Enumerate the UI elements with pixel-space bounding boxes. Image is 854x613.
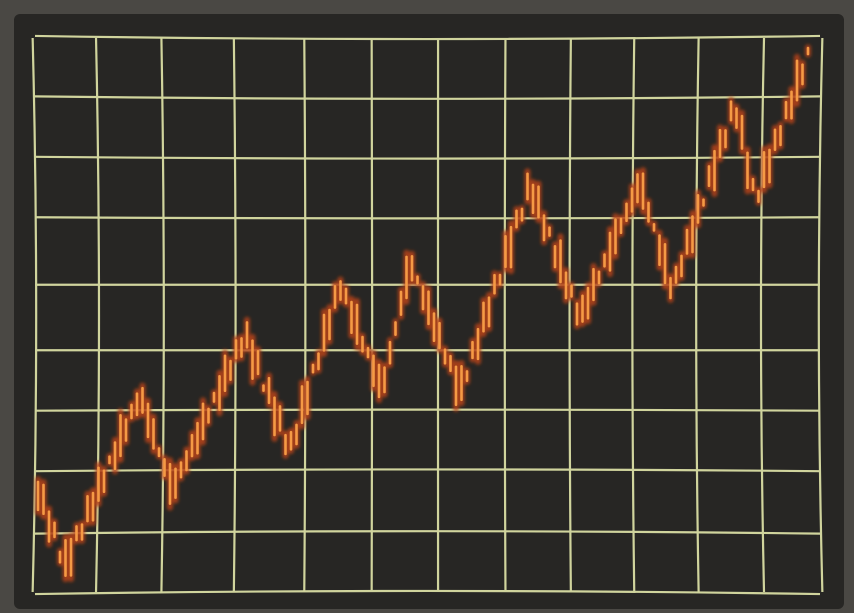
graticule — [31, 34, 824, 596]
grid-column — [31, 37, 38, 593]
grid-row — [34, 216, 821, 220]
grid-column — [759, 37, 766, 593]
waveform-core — [36, 46, 810, 577]
grid-row — [34, 95, 821, 100]
grid-row — [34, 155, 821, 160]
grid-column — [568, 37, 572, 593]
grid-row — [34, 408, 821, 412]
grid-row — [34, 34, 821, 41]
grid-column — [160, 37, 165, 593]
grid-row — [34, 468, 821, 473]
grid-column — [503, 37, 507, 593]
grid-row — [34, 589, 821, 596]
grid-column — [817, 37, 824, 593]
grid-column — [631, 37, 636, 593]
grid-column — [94, 37, 101, 593]
grid-column — [695, 37, 700, 593]
grid-column — [303, 37, 307, 593]
grid-column — [232, 37, 237, 593]
grid-row — [34, 530, 821, 535]
